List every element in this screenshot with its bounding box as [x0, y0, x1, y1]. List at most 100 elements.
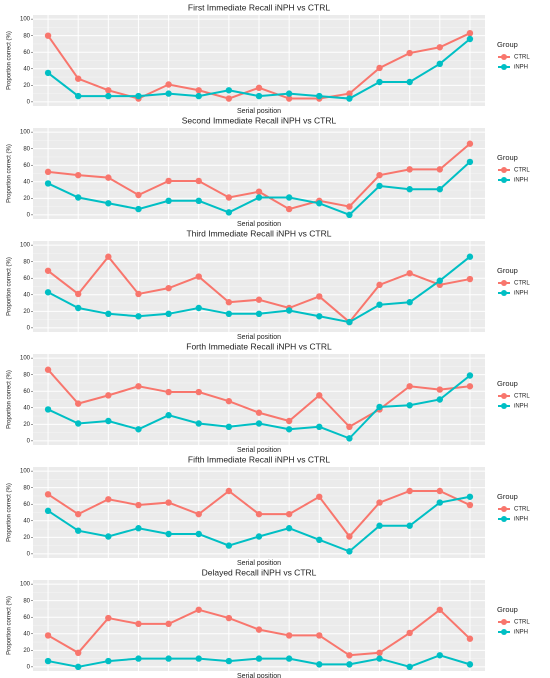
- data-point: [346, 318, 353, 326]
- data-point: [135, 313, 142, 320]
- legend-key-point: [501, 177, 507, 183]
- data-point: [406, 522, 413, 529]
- data-point: [165, 499, 172, 506]
- y-tick-label: 100: [20, 130, 31, 136]
- data-point: [466, 253, 474, 260]
- data-point: [406, 270, 413, 277]
- data-point: [105, 92, 112, 100]
- data-point: [75, 304, 82, 312]
- y-tick-label: 0: [27, 438, 31, 444]
- data-point: [165, 81, 172, 88]
- data-point: [285, 632, 293, 639]
- data-point: [44, 180, 52, 187]
- data-point: [436, 396, 443, 403]
- data-point: [75, 510, 82, 518]
- data-point: [466, 493, 474, 500]
- legend-key-point: [501, 619, 507, 625]
- legend-key-point: [501, 403, 507, 409]
- data-point: [255, 533, 263, 540]
- data-point: [135, 501, 142, 509]
- data-point: [165, 412, 172, 419]
- y-tick-label: 80: [23, 259, 30, 265]
- data-point: [105, 174, 112, 181]
- data-point: [316, 293, 323, 300]
- legend-label: iNPH: [514, 178, 528, 184]
- data-point: [436, 166, 443, 173]
- data-point: [376, 403, 383, 411]
- y-tick-label: 40: [23, 631, 30, 637]
- data-point: [406, 166, 413, 173]
- y-tick-label: 40: [23, 292, 30, 298]
- data-point: [376, 78, 383, 86]
- data-point: [225, 542, 233, 549]
- y-tick-label: 60: [23, 163, 30, 169]
- chart-title: Second Immediate Recall iNPH vs CTRL: [182, 115, 337, 125]
- data-point: [165, 620, 172, 628]
- data-point: [135, 383, 142, 390]
- data-point: [135, 620, 142, 628]
- data-point: [346, 211, 353, 219]
- data-point: [406, 402, 413, 409]
- data-point: [406, 487, 413, 495]
- data-point: [285, 417, 293, 425]
- data-point: [466, 501, 474, 509]
- legend-label: iNPH: [514, 630, 528, 636]
- data-point: [225, 423, 233, 430]
- data-point: [135, 525, 142, 532]
- legend-key-point: [501, 393, 507, 399]
- data-point: [135, 205, 142, 213]
- data-point: [195, 655, 202, 662]
- data-point: [165, 310, 172, 317]
- x-axis-label: Serial position: [237, 560, 281, 567]
- data-point: [135, 426, 142, 433]
- data-point: [105, 417, 112, 425]
- data-point: [255, 194, 263, 201]
- data-point: [376, 522, 383, 529]
- data-point: [346, 533, 353, 540]
- x-axis-label: Serial position: [237, 447, 281, 454]
- data-point: [255, 188, 263, 195]
- legend-key-point: [501, 290, 507, 296]
- data-point: [285, 90, 293, 97]
- data-point: [376, 655, 383, 662]
- y-axis-label: Proportion correct (%): [7, 483, 13, 542]
- data-point: [436, 499, 443, 506]
- data-point: [75, 420, 82, 427]
- legend-key-point: [501, 516, 507, 522]
- data-point: [316, 392, 323, 399]
- data-point: [195, 420, 202, 427]
- y-tick-label: 0: [27, 551, 31, 557]
- y-tick-label: 40: [23, 179, 30, 185]
- data-point: [44, 267, 52, 274]
- y-tick-label: 80: [23, 146, 30, 152]
- data-point: [285, 95, 293, 102]
- data-point: [44, 632, 52, 639]
- legend-label: CTRL: [514, 55, 530, 61]
- data-point: [44, 366, 52, 373]
- data-point: [466, 35, 474, 43]
- legend-title: Group: [497, 266, 518, 275]
- data-point: [255, 510, 263, 518]
- data-point: [376, 64, 383, 72]
- legend-key-point: [501, 54, 507, 60]
- data-point: [436, 44, 443, 51]
- data-point: [255, 84, 263, 92]
- data-point: [346, 435, 353, 442]
- y-tick-label: 40: [23, 66, 30, 72]
- data-point: [44, 491, 52, 498]
- data-point: [75, 649, 82, 656]
- data-point: [436, 652, 443, 659]
- legend-label: CTRL: [514, 168, 530, 174]
- y-tick-label: 80: [23, 598, 30, 604]
- data-point: [346, 203, 353, 210]
- data-point: [195, 92, 202, 100]
- data-point: [376, 171, 383, 179]
- data-point: [436, 60, 443, 68]
- data-point: [165, 655, 172, 662]
- data-point: [75, 171, 82, 179]
- data-point: [406, 383, 413, 390]
- data-point: [376, 301, 383, 308]
- data-point: [376, 499, 383, 506]
- data-point: [165, 530, 172, 538]
